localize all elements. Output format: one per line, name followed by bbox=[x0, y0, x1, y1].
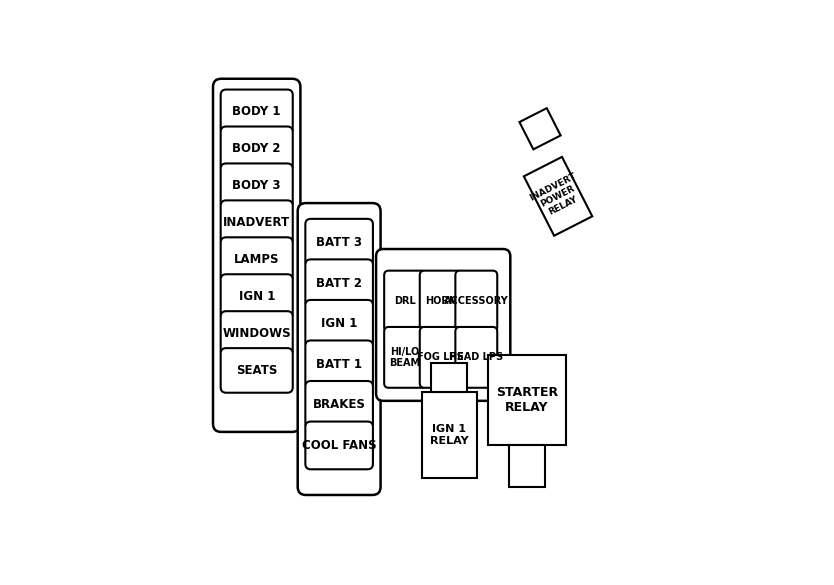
FancyBboxPatch shape bbox=[384, 271, 426, 332]
Bar bbox=[431, 363, 467, 393]
Text: BATT 1: BATT 1 bbox=[316, 358, 362, 371]
FancyBboxPatch shape bbox=[221, 348, 293, 393]
Text: INADVERT: INADVERT bbox=[224, 216, 290, 229]
FancyBboxPatch shape bbox=[213, 79, 300, 432]
FancyBboxPatch shape bbox=[221, 163, 293, 208]
Text: IGN 1: IGN 1 bbox=[321, 317, 357, 331]
Text: COOL FANS: COOL FANS bbox=[302, 439, 376, 452]
FancyBboxPatch shape bbox=[305, 219, 373, 267]
Text: BODY 1: BODY 1 bbox=[233, 105, 281, 118]
FancyBboxPatch shape bbox=[420, 271, 462, 332]
Text: IGN 1: IGN 1 bbox=[239, 290, 275, 303]
Text: IGN 1
RELAY: IGN 1 RELAY bbox=[430, 424, 469, 446]
Text: WINDOWS: WINDOWS bbox=[223, 327, 291, 340]
Text: HORN: HORN bbox=[425, 296, 457, 306]
FancyBboxPatch shape bbox=[221, 311, 293, 356]
Text: FOG LPS: FOG LPS bbox=[417, 352, 464, 362]
Bar bbox=[421, 393, 476, 478]
FancyBboxPatch shape bbox=[298, 203, 380, 495]
Text: BODY 3: BODY 3 bbox=[233, 179, 281, 192]
FancyBboxPatch shape bbox=[305, 381, 373, 429]
FancyBboxPatch shape bbox=[305, 259, 373, 307]
Text: DRL: DRL bbox=[394, 296, 416, 306]
Text: LAMPS: LAMPS bbox=[234, 253, 279, 266]
Bar bbox=[488, 355, 565, 445]
Text: HI/LO
BEAM: HI/LO BEAM bbox=[389, 346, 420, 368]
Text: BATT 3: BATT 3 bbox=[316, 236, 362, 249]
Text: BODY 2: BODY 2 bbox=[233, 142, 281, 155]
FancyBboxPatch shape bbox=[305, 340, 373, 388]
FancyBboxPatch shape bbox=[221, 126, 293, 171]
Text: HEAD LPS: HEAD LPS bbox=[450, 352, 504, 362]
Bar bbox=[509, 445, 545, 487]
FancyBboxPatch shape bbox=[221, 201, 293, 245]
FancyBboxPatch shape bbox=[221, 90, 293, 134]
FancyBboxPatch shape bbox=[384, 327, 426, 388]
FancyBboxPatch shape bbox=[305, 422, 373, 469]
Text: BRAKES: BRAKES bbox=[313, 398, 365, 411]
FancyBboxPatch shape bbox=[305, 300, 373, 347]
FancyBboxPatch shape bbox=[221, 238, 293, 282]
Text: BATT 2: BATT 2 bbox=[316, 277, 362, 290]
FancyBboxPatch shape bbox=[455, 271, 497, 332]
Text: ACCESSORY: ACCESSORY bbox=[444, 296, 509, 306]
Text: INADVERT
POWER
RELAY: INADVERT POWER RELAY bbox=[529, 171, 588, 221]
FancyBboxPatch shape bbox=[376, 249, 510, 401]
Text: SEATS: SEATS bbox=[236, 364, 278, 377]
FancyBboxPatch shape bbox=[420, 327, 462, 388]
FancyBboxPatch shape bbox=[455, 327, 497, 388]
FancyBboxPatch shape bbox=[221, 274, 293, 319]
Text: STARTER
RELAY: STARTER RELAY bbox=[496, 386, 558, 414]
Bar bbox=[524, 157, 592, 236]
Bar bbox=[520, 108, 560, 149]
